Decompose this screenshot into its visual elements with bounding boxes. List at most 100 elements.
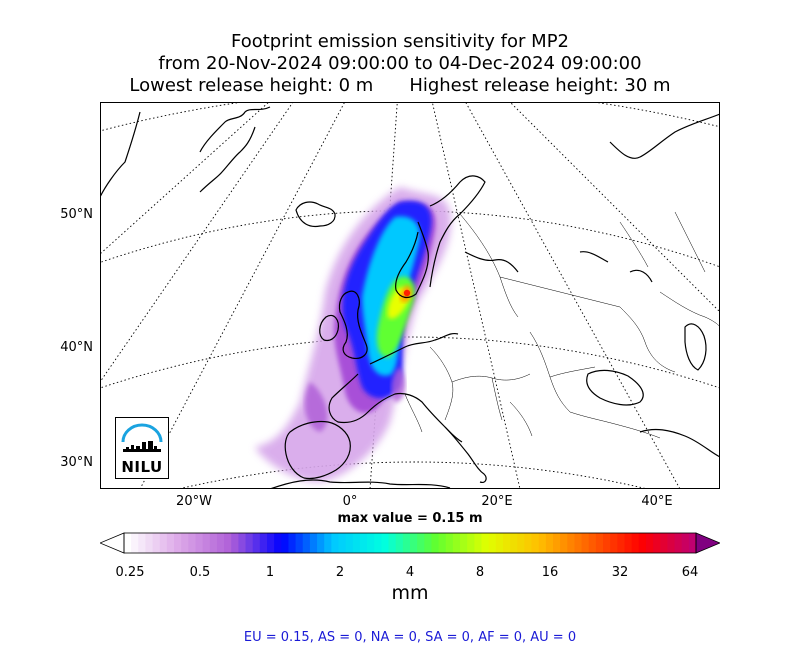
- colorbar-cell: [617, 533, 626, 553]
- colorbar-cell: [131, 533, 139, 553]
- colorbar-cell: [538, 533, 547, 553]
- colorbar-cell: [388, 533, 397, 553]
- colorbar-cell: [660, 533, 668, 553]
- colorbar-cell: [166, 533, 175, 553]
- colorbar-cell: [474, 533, 483, 553]
- colorbar-cell: [431, 533, 440, 553]
- region-summary: EU = 0.15, AS = 0, NA = 0, SA = 0, AF = …: [243, 630, 577, 645]
- colorbar-cell: [324, 533, 332, 553]
- colorbar-cell: [438, 533, 447, 553]
- colorbar-cell: [467, 533, 475, 553]
- colorbar-cell: [195, 533, 204, 553]
- colorbar-cell: [667, 533, 676, 553]
- colorbar-tick-label: 0.5: [189, 565, 211, 580]
- colorbar-cell: [338, 533, 347, 553]
- colorbar-cell: [524, 533, 533, 553]
- colorbar-cell: [202, 533, 211, 553]
- colorbar-cell: [502, 533, 511, 553]
- lon-label-20e: 20°E: [481, 494, 513, 509]
- colorbar-cell: [402, 533, 411, 553]
- graticule: [100, 102, 720, 489]
- lat-label-40n: 40°N: [60, 340, 93, 355]
- colorbar-cell: [445, 533, 454, 553]
- colorbar-cell: [238, 533, 247, 553]
- colorbar-cell: [274, 533, 282, 553]
- country-borders: [404, 211, 720, 439]
- colorbar-tick-label: 2: [335, 565, 345, 580]
- nilu-logo-text: NILU: [121, 458, 163, 476]
- lon-label-20w: 20°W: [176, 494, 212, 509]
- colorbar-cell: [488, 533, 497, 553]
- colorbar-cell: [545, 533, 554, 553]
- colorbar-cell: [531, 533, 540, 553]
- colorbar-cell: [610, 533, 618, 553]
- lon-label-40e: 40°E: [641, 494, 673, 509]
- release-site-marker: [403, 289, 411, 297]
- colorbar: [100, 532, 720, 554]
- colorbar-tick-label: 32: [611, 565, 629, 580]
- colorbar-cell: [124, 533, 132, 553]
- max-value-label: max value = 0.15 m: [337, 511, 483, 526]
- colorbar-cell: [309, 533, 318, 553]
- colorbar-cell: [188, 533, 197, 553]
- colorbar-cell: [688, 533, 697, 553]
- colorbar-cell: [674, 533, 683, 553]
- colorbar-cell: [681, 533, 690, 553]
- colorbar-cell: [317, 533, 325, 553]
- colorbar-cell: [145, 533, 154, 553]
- colorbar-cell: [209, 533, 218, 553]
- map-title-line-3: Lowest release height: 0 m Highest releas…: [0, 75, 800, 97]
- colorbar-cell: [553, 533, 561, 553]
- colorbar-cell: [216, 533, 225, 553]
- colorbar-low-extend: [100, 532, 125, 554]
- colorbar-cell: [417, 533, 425, 553]
- colorbar-tick-label: 8: [475, 565, 485, 580]
- colorbar-cell: [252, 533, 261, 553]
- colorbar-cell: [267, 533, 275, 553]
- map-title-line-2: from 20-Nov-2024 09:00:00 to 04-Dec-2024…: [158, 53, 642, 74]
- colorbar-cell: [481, 533, 490, 553]
- nilu-logo-icon: [121, 423, 163, 452]
- colorbar-cell: [424, 533, 433, 553]
- footprint-map: [100, 102, 720, 489]
- colorbar-cell: [295, 533, 304, 553]
- colorbar-cell: [624, 533, 633, 553]
- colorbar-tick-label: 1: [265, 565, 275, 580]
- colorbar-cell: [638, 533, 647, 553]
- colorbar-cell: [359, 533, 368, 553]
- colorbar-cell: [495, 533, 504, 553]
- lowest-release-height: Lowest release height: 0 m: [129, 75, 374, 96]
- colorbar-cell: [381, 533, 390, 553]
- colorbar-cell: [224, 533, 232, 553]
- colorbar-cell: [595, 533, 604, 553]
- colorbar-cell: [574, 533, 583, 553]
- colorbar-cell: [259, 533, 268, 553]
- lon-label-0: 0°: [342, 494, 358, 509]
- colorbar-cell: [352, 533, 361, 553]
- colorbar-cell: [631, 533, 640, 553]
- colorbar-cell: [581, 533, 590, 553]
- colorbar-high-extend: [695, 532, 720, 554]
- colorbar-cell: [460, 533, 468, 553]
- colorbar-tick-label: 0.25: [115, 565, 145, 580]
- colorbar-cell: [302, 533, 311, 553]
- colorbar-cell: [653, 533, 661, 553]
- colorbar-tick-label: 64: [681, 565, 699, 580]
- colorbar-cell: [645, 533, 654, 553]
- colorbar-cell: [395, 533, 404, 553]
- colorbar-cell: [245, 533, 254, 553]
- colorbar-cell: [181, 533, 189, 553]
- colorbar-cell: [603, 533, 611, 553]
- colorbar-cell: [567, 533, 576, 553]
- colorbar-cell: [174, 533, 182, 553]
- highest-release-height: Highest release height: 30 m: [409, 75, 671, 96]
- colorbar-unit: mm: [391, 582, 429, 604]
- coastlines: [100, 106, 720, 489]
- colorbar-cell: [231, 533, 239, 553]
- colorbar-cell: [159, 533, 168, 553]
- nilu-logo: NILU: [115, 417, 169, 479]
- colorbar-cell: [374, 533, 382, 553]
- colorbar-cell: [152, 533, 161, 553]
- colorbar-cell: [510, 533, 518, 553]
- colorbar-cell: [410, 533, 418, 553]
